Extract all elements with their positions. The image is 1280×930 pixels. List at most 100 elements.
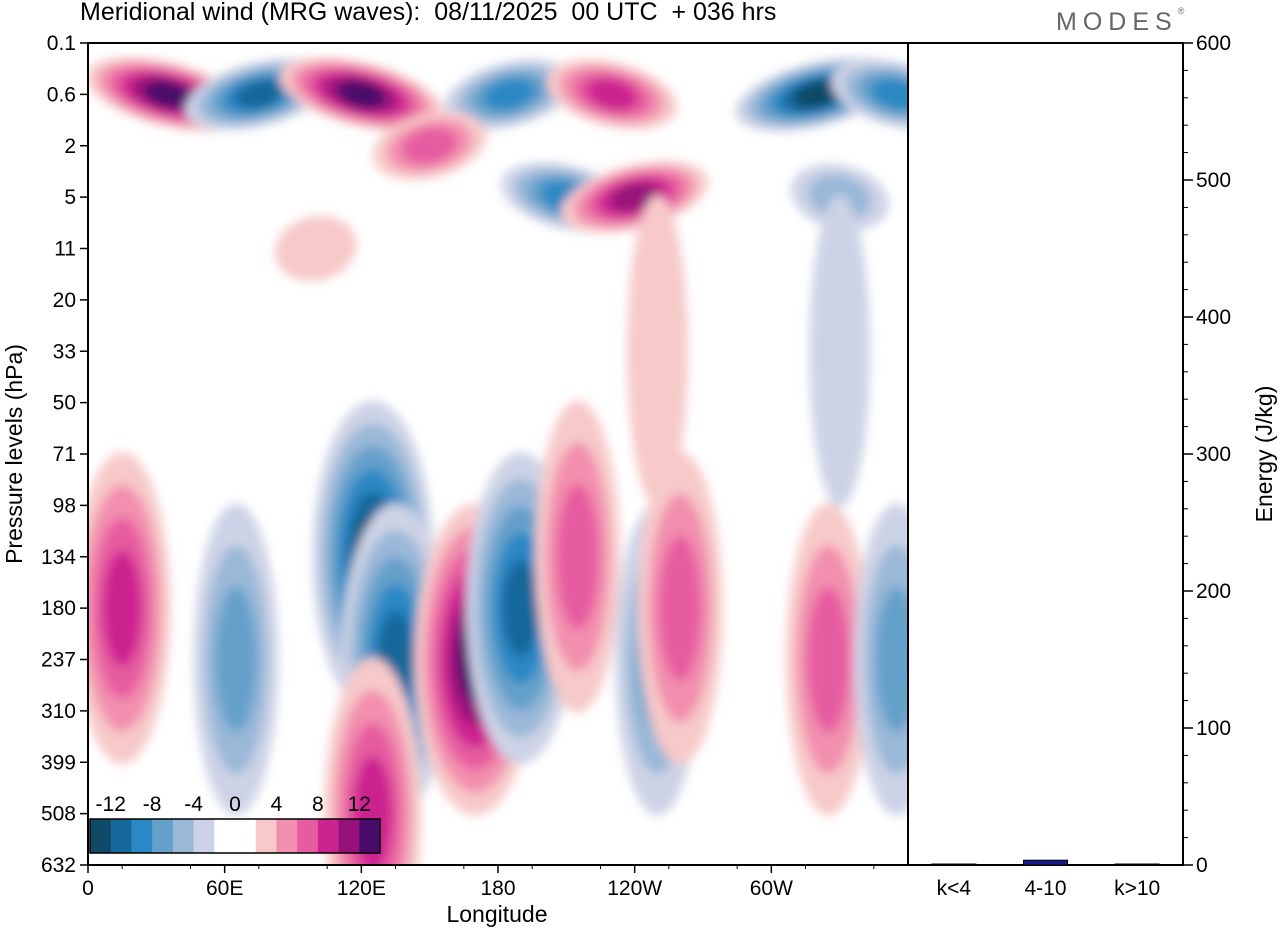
bar-category-label: k>10 xyxy=(1114,877,1160,900)
y-tick-label: 0.6 xyxy=(47,83,76,106)
colorbar-label: 12 xyxy=(348,793,371,816)
energy-tick-label: 300 xyxy=(1196,443,1231,466)
colorbar-label: -8 xyxy=(143,793,162,816)
modes-brand-logo: MODES® xyxy=(1056,6,1185,37)
energy-bar xyxy=(1114,863,1160,866)
contour-band xyxy=(144,81,191,108)
wind-anomaly-positive xyxy=(637,452,723,765)
colorbar-swatch xyxy=(110,819,132,853)
colorbar-swatch xyxy=(131,819,153,853)
energy-tick-label: 400 xyxy=(1196,306,1231,329)
energy-axis-label: Energy (J/kg) xyxy=(1251,386,1277,523)
brand-text: MODES xyxy=(1056,8,1178,36)
wind-anomaly-positive xyxy=(627,195,688,508)
contour-band xyxy=(484,78,535,111)
contour-band xyxy=(401,127,458,165)
energy-tick-label: 0 xyxy=(1196,854,1208,877)
contour-band xyxy=(809,195,871,508)
x-axis: 0 60E 120E 180 120W 60W xyxy=(82,865,875,900)
x-tick-label: 120W xyxy=(607,877,662,900)
colorbar-swatch xyxy=(152,819,174,853)
left-y-axis: 0.1 0.6 2 5 11 20 33 50 71 98 134 180 237 310 399 508 63… xyxy=(41,32,88,877)
heatmap-field xyxy=(88,57,908,865)
colorbar-swatch xyxy=(317,819,340,853)
x-tick-label: 0 xyxy=(82,877,94,900)
contour-band xyxy=(794,81,840,108)
y-tick-label: 2 xyxy=(64,135,76,158)
contour-band xyxy=(875,586,908,733)
y-tick-label: 0.1 xyxy=(47,32,76,55)
y-axis-label: Pressure levels (hPa) xyxy=(1,344,27,564)
colorbar-label: -4 xyxy=(184,793,203,816)
colorbar-legend: -12 -8 -4 0 4 8 12 xyxy=(89,793,381,854)
wind-anomaly-positive xyxy=(535,400,621,713)
colorbar-label: -12 xyxy=(96,793,126,816)
colorbar-swatch xyxy=(359,819,381,853)
y-tick-label: 310 xyxy=(41,700,76,723)
energy-tick-label: 500 xyxy=(1196,169,1231,192)
wind-anomaly-positive xyxy=(274,215,357,282)
colorbar-swatch xyxy=(214,819,236,853)
colorbar-swatch xyxy=(235,819,257,853)
x-tick-label: 120E xyxy=(337,877,386,900)
y-tick-label: 71 xyxy=(53,443,76,466)
energy-tick-label: 200 xyxy=(1196,580,1231,603)
y-tick-label: 632 xyxy=(41,854,76,877)
contour-band xyxy=(234,80,283,109)
y-tick-label: 50 xyxy=(53,392,76,415)
x-tick-label: 180 xyxy=(480,877,515,900)
colorbar-label: 0 xyxy=(229,793,241,816)
colorbar-swatch xyxy=(172,819,195,853)
wind-anomaly-negative xyxy=(831,59,908,130)
y-tick-label: 20 xyxy=(53,289,76,312)
contour-band xyxy=(556,484,599,630)
y-tick-label: 237 xyxy=(41,649,76,672)
colorbar-label: 4 xyxy=(271,793,283,816)
colorbar-swatch xyxy=(276,819,298,853)
energy-tick-label: 100 xyxy=(1196,717,1231,740)
wind-anomaly-positive xyxy=(279,57,444,132)
chart-title: Meridional wind (MRG waves): 08/11/2025 … xyxy=(80,0,777,26)
contour-band xyxy=(102,549,142,667)
wind-anomaly-negative xyxy=(809,195,871,508)
colorbar-swatch xyxy=(193,819,215,853)
energy-bar xyxy=(931,863,977,866)
y-tick-label: 399 xyxy=(41,751,76,774)
y-tick-label: 11 xyxy=(54,238,76,261)
contour-band xyxy=(610,182,659,212)
x-axis-label: Longitude xyxy=(446,901,547,927)
contour-band xyxy=(627,195,688,508)
y-tick-label: 5 xyxy=(64,186,76,209)
colorbar-swatch xyxy=(90,819,112,853)
y-tick-label: 134 xyxy=(41,546,76,569)
wind-anomaly-positive xyxy=(546,59,678,130)
wind-anomaly-negative xyxy=(444,59,575,130)
brand-registered-mark: ® xyxy=(1177,6,1185,16)
wind-anomaly-negative xyxy=(193,503,279,816)
bar-category-label: k<4 xyxy=(937,877,972,900)
energy-tick-label: 600 xyxy=(1196,32,1231,55)
heatmap-blobs xyxy=(88,57,908,865)
contour-band xyxy=(586,78,638,111)
wind-anomaly-positive xyxy=(88,452,171,765)
y-tick-label: 180 xyxy=(41,597,76,620)
wind-anomaly-positive xyxy=(785,503,871,816)
wind-anomaly-positive xyxy=(561,161,709,234)
y-tick-label: 98 xyxy=(53,494,76,517)
colorbar-swatch xyxy=(338,819,360,853)
contour-band xyxy=(338,81,385,108)
x-tick-label: 60W xyxy=(750,877,793,900)
right-y-axis: 0 100 200 300 400 500 600 xyxy=(1183,32,1231,877)
x-tick-label: 60E xyxy=(206,877,243,900)
contour-band xyxy=(274,215,357,282)
colorbar-swatch xyxy=(297,819,319,853)
bar-category-label: 4-10 xyxy=(1024,877,1066,900)
energy-bars: k<4 4-10 k>10 xyxy=(931,859,1160,900)
contour-band xyxy=(659,535,702,681)
energy-bar xyxy=(1023,859,1068,866)
y-tick-label: 508 xyxy=(41,803,76,826)
contour-band xyxy=(807,586,850,733)
wind-anomaly-positive xyxy=(372,111,487,180)
contour-band xyxy=(214,586,258,733)
